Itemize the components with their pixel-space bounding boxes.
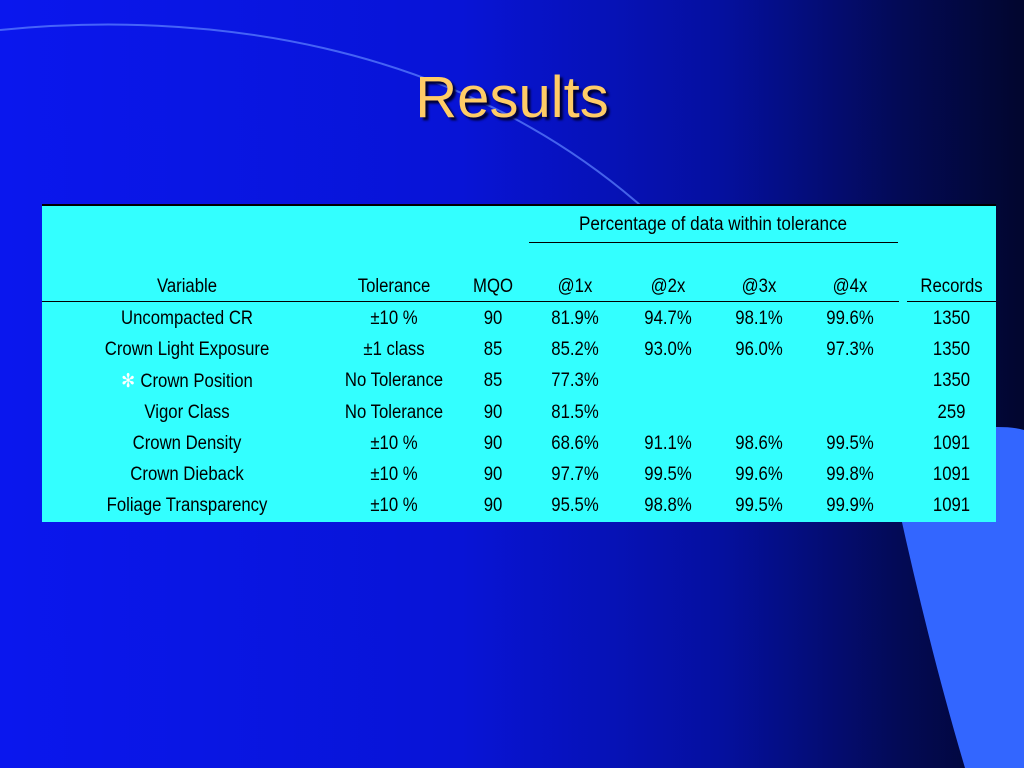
cell-records: 1350 xyxy=(932,339,971,361)
cell-variable: Crown Light Exposure xyxy=(104,339,270,361)
cell-variable: Crown Dieback xyxy=(130,464,244,485)
table-row: Uncompacted CR ±10 % 90 81.9% 94.7% 98.1% 99.6… xyxy=(42,308,996,336)
cell-mqo: 90 xyxy=(483,401,503,423)
cell-2x: 99.5% xyxy=(644,464,692,485)
table-row: Crown Density ±10 % 90 68.6% 91.1% 98.6% 99.5%… xyxy=(42,433,996,461)
cell-mqo: 85 xyxy=(483,339,503,361)
cell-variable-text: Crown Position xyxy=(140,371,253,393)
cell-variable: Foliage Transparency xyxy=(106,495,268,517)
column-header-mqo: MQO xyxy=(473,276,513,297)
asterisk-bullet-icon: ✻ xyxy=(121,371,136,393)
cell-4x: 99.6% xyxy=(826,308,874,329)
cell-4x: 97.3% xyxy=(826,339,874,361)
cell-2x: 91.1% xyxy=(644,432,692,454)
cell-1x: 81.5% xyxy=(551,401,599,423)
cell-mqo: 90 xyxy=(483,432,503,454)
cell-1x: 68.6% xyxy=(551,432,599,454)
cell-tolerance: ±10 % xyxy=(370,432,418,454)
column-header-records: Records xyxy=(920,276,983,297)
group-header-underline xyxy=(529,242,898,243)
results-table: Percentage of data within tolerance Vari… xyxy=(42,204,996,522)
table-row: ✻ Crown Position No Tolerance 85 77.3% 1350 xyxy=(42,370,996,398)
cell-mqo: 90 xyxy=(483,308,503,329)
cell-4x: 99.9% xyxy=(826,495,874,517)
cell-variable: Vigor Class xyxy=(144,401,230,423)
cell-tolerance: ±10 % xyxy=(370,464,418,485)
cell-tolerance: No Tolerance xyxy=(344,401,444,423)
table-row: Foliage Transparency ±10 % 90 95.5% 98.8% 99.… xyxy=(42,495,996,523)
cell-1x: 77.3% xyxy=(551,370,599,392)
column-header-1x: @1x xyxy=(557,276,593,297)
cell-3x: 98.6% xyxy=(735,432,783,454)
slide-title: Results xyxy=(415,65,609,130)
cell-3x: 98.1% xyxy=(735,308,783,329)
table-row: Crown Light Exposure ±1 class 85 85.2% 93.0%… xyxy=(42,339,996,367)
cell-records: 1091 xyxy=(932,495,971,517)
cell-variable: ✻ Crown Position xyxy=(59,370,314,393)
cell-2x: 98.8% xyxy=(644,495,692,517)
cell-variable: Uncompacted CR xyxy=(121,308,253,329)
cell-mqo: 90 xyxy=(483,464,503,485)
table-group-header: Percentage of data within tolerance xyxy=(578,214,848,235)
cell-3x: 99.5% xyxy=(735,495,783,517)
cell-mqo: 85 xyxy=(483,370,503,392)
cell-4x: 99.8% xyxy=(826,464,874,485)
cell-records: 1350 xyxy=(932,370,971,392)
cell-records: 1350 xyxy=(932,308,971,329)
column-header-4x: @4x xyxy=(832,276,868,297)
cell-records: 259 xyxy=(937,401,966,423)
cell-tolerance: ±10 % xyxy=(370,495,418,517)
background-arc-line xyxy=(0,23,641,206)
cell-1x: 97.7% xyxy=(551,464,599,485)
cell-variable: Crown Density xyxy=(132,432,242,454)
cell-1x: 85.2% xyxy=(551,339,599,361)
cell-records: 1091 xyxy=(932,464,971,485)
column-header-2x: @2x xyxy=(650,276,686,297)
cell-2x: 93.0% xyxy=(644,339,692,361)
cell-1x: 81.9% xyxy=(551,308,599,329)
table-header-row: Variable Tolerance MQO @1x @2x @3x @4x R… xyxy=(42,276,996,300)
cell-3x: 99.6% xyxy=(735,464,783,485)
cell-tolerance: No Tolerance xyxy=(344,370,444,392)
records-header-underline xyxy=(907,301,996,302)
table-row: Vigor Class No Tolerance 90 81.5% 259 xyxy=(42,402,996,430)
column-header-tolerance: Tolerance xyxy=(357,276,431,297)
cell-1x: 95.5% xyxy=(551,495,599,517)
cell-3x: 96.0% xyxy=(735,339,783,361)
cell-tolerance: ±10 % xyxy=(370,308,418,329)
cell-records: 1091 xyxy=(932,432,971,454)
cell-2x: 94.7% xyxy=(644,308,692,329)
table-row: Crown Dieback ±10 % 90 97.7% 99.5% 99.6% 99.8%… xyxy=(42,464,996,492)
column-header-3x: @3x xyxy=(741,276,777,297)
header-underline xyxy=(42,301,899,302)
cell-tolerance: ±1 class xyxy=(363,339,425,361)
cell-mqo: 90 xyxy=(483,495,503,517)
cell-4x: 99.5% xyxy=(826,432,874,454)
column-header-variable: Variable xyxy=(156,276,218,297)
